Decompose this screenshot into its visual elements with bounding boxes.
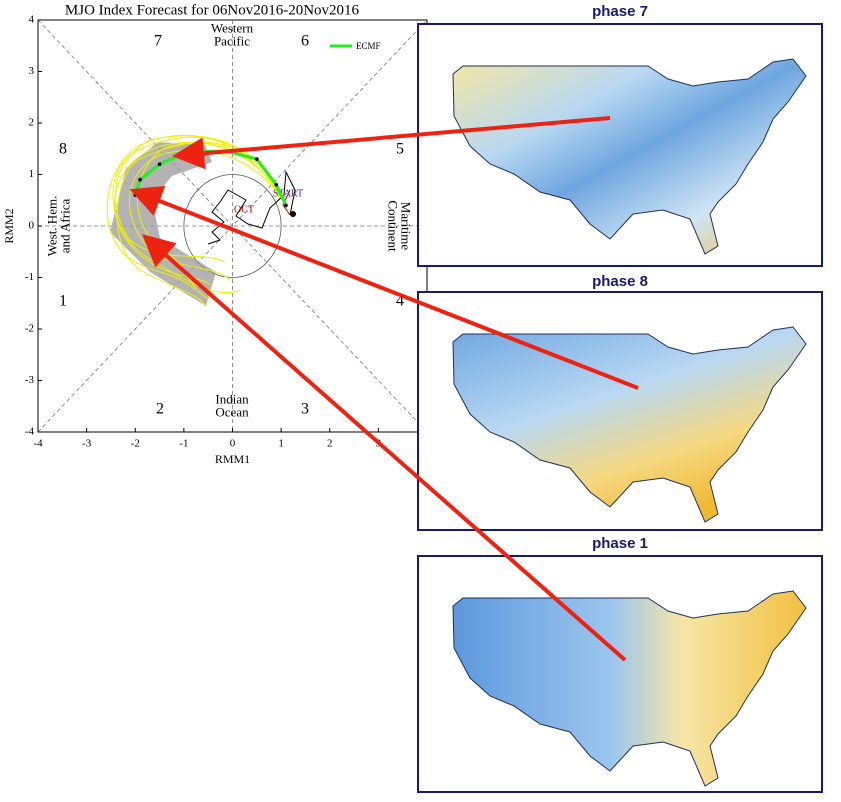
phase-number: 6: [301, 33, 309, 50]
map-panels: phase 7 phase 8 phase 1: [417, 3, 823, 793]
axes: -4 -3 -2 -1 0 1 2 3 -4 -3 -2 -1 0 1 2 3 4 RMM1 RMM2 7 6 8 5 1 4 2…: [2, 14, 414, 466]
y-tick-label: -1: [25, 271, 34, 283]
forecast-point: [255, 157, 259, 161]
forecast-point: [133, 193, 138, 197]
forecast-point: [157, 162, 162, 166]
legend-label: ECMF: [356, 41, 381, 51]
x-tick-label: 0: [230, 438, 236, 450]
region-label: Pacific: [214, 33, 250, 48]
unit-circle: [183, 174, 282, 278]
annotation: START: [273, 188, 303, 199]
phase-number: 2: [156, 401, 164, 418]
x-tick-label: -1: [179, 438, 188, 450]
annotation: OCT: [234, 204, 254, 215]
panel-title: phase 7: [592, 3, 648, 20]
observed-trajectory: [207, 170, 296, 245]
start-point: [290, 211, 296, 217]
phase-number: 4: [396, 293, 404, 310]
map-panel: phase 8: [417, 273, 823, 531]
mjo-diagram: MJO Index Forecast for 06Nov2016-20Nov20…: [2, 2, 428, 466]
phase-number: 7: [154, 33, 162, 50]
y-axis-label: RMM2: [2, 208, 16, 243]
region-label: Western: [211, 20, 254, 35]
phase-number: 8: [59, 141, 67, 158]
region-label: Indian: [215, 391, 249, 406]
spread-shading: [110, 142, 216, 306]
region-label: Maritime: [399, 202, 414, 251]
phase-number: 3: [301, 401, 309, 418]
y-tick-label: -3: [25, 374, 35, 386]
forecast-point: [186, 149, 191, 154]
forecast-point: [138, 177, 142, 182]
phase-guides: [37, 19, 428, 433]
phase-number: 1: [59, 293, 67, 310]
y-tick-label: -4: [25, 426, 35, 438]
panel-title: phase 1: [592, 535, 648, 552]
y-tick-label: 4: [29, 14, 35, 26]
y-tick-label: -2: [25, 323, 34, 335]
y-tick-label: 2: [29, 117, 35, 129]
y-tick-label: 3: [29, 65, 35, 77]
region-label: Ocean: [215, 404, 249, 419]
y-tick-label: 1: [29, 168, 35, 180]
map-panel: phase 7: [417, 3, 823, 267]
x-axis-label: RMM1: [215, 452, 250, 466]
region-label: Continent: [386, 200, 401, 252]
x-tick-label: 1: [278, 438, 284, 450]
x-tick-label: 2: [327, 438, 333, 450]
chart-title: MJO Index Forecast for 06Nov2016-20Nov20…: [65, 2, 360, 18]
pointer-arrows: [129, 116, 639, 662]
phase-number: 5: [396, 141, 404, 158]
region-label: and Africa: [57, 199, 72, 254]
x-tick-label: -2: [131, 438, 140, 450]
forecast-point: [274, 183, 279, 187]
forecast-point: [284, 203, 288, 208]
y-tick-label: 0: [29, 220, 35, 232]
x-tick-label: -4: [33, 438, 43, 450]
map-panel: phase 1: [417, 535, 823, 793]
observed-trajectory-recent: [282, 189, 291, 216]
panel-title: phase 8: [592, 273, 648, 290]
x-tick-label: -3: [82, 438, 92, 450]
region-label: West. Hem.: [44, 196, 59, 257]
